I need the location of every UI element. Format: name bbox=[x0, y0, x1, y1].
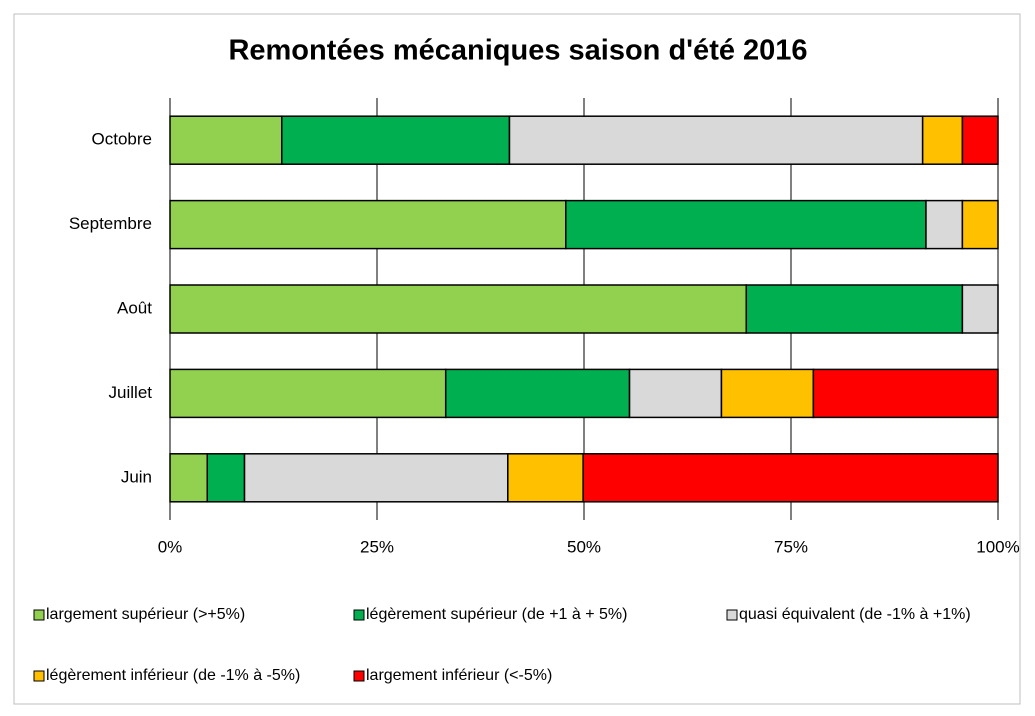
bar-segment bbox=[444, 368, 631, 419]
x-tick-label: 0% bbox=[158, 537, 183, 556]
bar-segment bbox=[169, 284, 748, 334]
y-tick-label: Juin bbox=[121, 467, 152, 486]
legend-label: quasi équivalent (de -1% à +1%) bbox=[739, 606, 971, 623]
bar-segment bbox=[565, 199, 927, 250]
bar-segment bbox=[206, 453, 246, 503]
x-tick-label: 25% bbox=[360, 537, 394, 556]
y-tick-label: Septembre bbox=[69, 214, 152, 233]
legend-swatch bbox=[726, 609, 738, 621]
bar-segment bbox=[243, 453, 509, 503]
legend-swatch bbox=[33, 670, 45, 682]
bar-segment bbox=[281, 115, 511, 165]
bar-segment bbox=[961, 199, 999, 250]
x-tick-label: 100% bbox=[976, 537, 1019, 556]
bar-segment bbox=[961, 115, 999, 165]
bar-segment bbox=[812, 368, 999, 419]
bar-segment bbox=[925, 199, 964, 250]
x-tick-label: 75% bbox=[774, 537, 808, 556]
bar-segment bbox=[582, 453, 999, 503]
legend-label: légèrement inférieur (de -1% à -5%) bbox=[46, 667, 300, 684]
bar-segment bbox=[628, 368, 723, 419]
bar-segment bbox=[961, 284, 999, 334]
legend-label: légèrement supérieur (de +1 à + 5%) bbox=[366, 606, 627, 623]
y-tick-label: Juillet bbox=[109, 383, 153, 402]
bar-segment bbox=[169, 199, 567, 250]
bar-segment bbox=[169, 453, 209, 503]
bar-segment bbox=[745, 284, 964, 334]
legend-swatch bbox=[353, 609, 365, 621]
bar-segment bbox=[921, 115, 964, 165]
bar-segment bbox=[508, 115, 924, 165]
x-tick-label: 50% bbox=[567, 537, 601, 556]
legend-label: largement supérieur (>+5%) bbox=[46, 606, 245, 623]
legend-swatch bbox=[353, 670, 365, 682]
legend-swatch bbox=[33, 609, 45, 621]
y-tick-label: Octobre bbox=[92, 130, 152, 149]
chart-title: Remontées mécaniques saison d'été 2016 bbox=[228, 35, 807, 67]
bar-segment bbox=[720, 368, 815, 419]
legend-label: largement inférieur (<-5%) bbox=[366, 667, 552, 684]
y-tick-label: Août bbox=[117, 298, 152, 317]
bar-segment bbox=[507, 453, 584, 503]
bar-segment bbox=[169, 115, 283, 165]
bar-segment bbox=[169, 368, 447, 419]
